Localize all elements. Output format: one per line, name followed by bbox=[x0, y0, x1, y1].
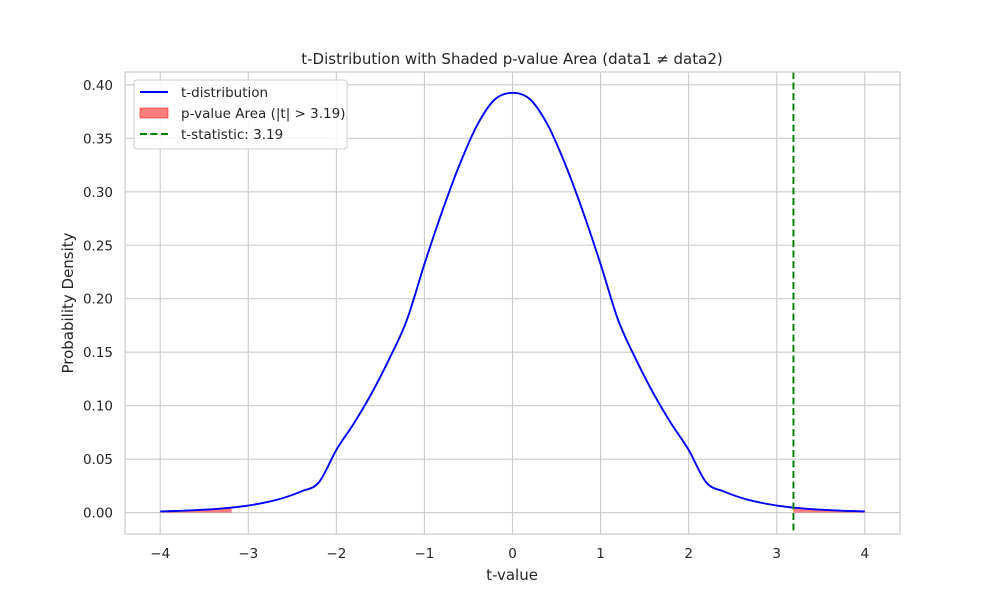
x-tick-label: 1 bbox=[596, 546, 605, 562]
y-axis-label: Probability Density bbox=[59, 232, 77, 373]
x-tick-label: −3 bbox=[238, 546, 258, 562]
legend: t-distribution p-value Area (|t| > 3.19) t… bbox=[133, 79, 348, 150]
x-axis-label: t-value bbox=[486, 566, 538, 584]
x-tick-label: 2 bbox=[684, 546, 693, 562]
legend-box bbox=[133, 79, 348, 150]
y-tick-label: 0.30 bbox=[83, 185, 113, 201]
legend-label: p-value Area (|t| > 3.19) bbox=[181, 106, 345, 122]
x-tick-label: 3 bbox=[772, 546, 781, 562]
plot-frame bbox=[124, 71, 901, 535]
y-tick-label: 0.10 bbox=[83, 399, 113, 415]
y-tick-label: 0.40 bbox=[83, 78, 113, 94]
y-tick-label: 0.25 bbox=[83, 238, 113, 254]
y-tick-label: 0.00 bbox=[83, 506, 113, 522]
x-tick-label: −1 bbox=[414, 546, 434, 562]
y-tick-label: 0.20 bbox=[83, 292, 113, 308]
t-distribution-line bbox=[160, 91, 865, 513]
series-lines bbox=[160, 72, 865, 534]
legend-swatch-patch bbox=[139, 107, 169, 119]
x-tick-label: −4 bbox=[150, 546, 170, 562]
legend-label: t-statistic: 3.19 bbox=[181, 127, 283, 143]
chart-title: t-Distribution with Shaded p-value Area … bbox=[301, 50, 722, 68]
y-tick-label: 0.35 bbox=[83, 131, 113, 147]
grid-lines bbox=[125, 72, 900, 534]
y-tick-label: 0.05 bbox=[83, 452, 113, 468]
x-tick-label: 4 bbox=[860, 546, 869, 562]
x-tick-label: −2 bbox=[326, 546, 346, 562]
x-tick-label: 0 bbox=[508, 546, 517, 562]
legend-label: t-distribution bbox=[181, 85, 268, 101]
y-tick-label: 0.15 bbox=[83, 345, 113, 361]
tick-labels: −4 −3 −2 −1 0 1 2 3 4 0.00 0.05 0.10 0.15 0.20 0.25 0.3… bbox=[83, 78, 869, 562]
